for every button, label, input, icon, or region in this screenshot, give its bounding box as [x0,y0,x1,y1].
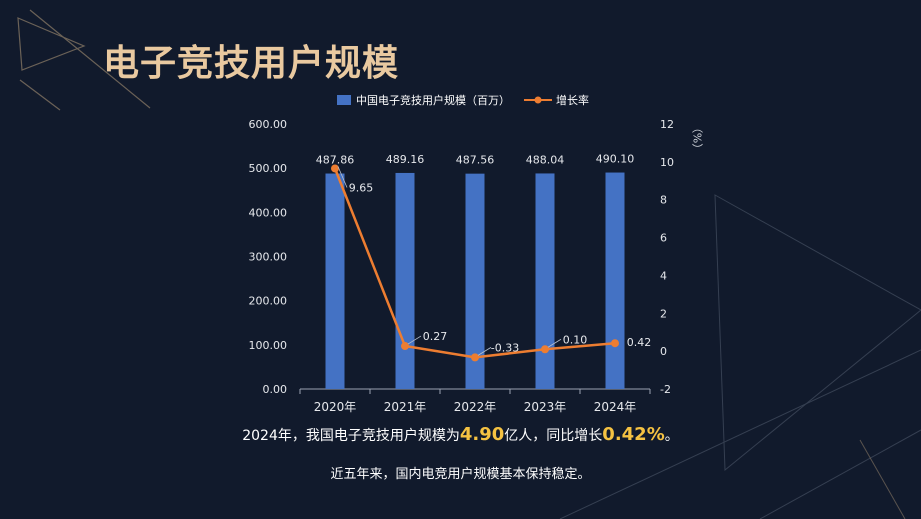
x-tick-label: 2023年 [524,400,567,414]
line-value-label: -0.33 [491,341,519,354]
x-tick-label: 2021年 [384,400,427,414]
line-label-leader [337,166,348,188]
line-value-label: 0.42 [627,336,652,349]
line-label-leader [407,335,422,345]
line-marker [331,164,339,173]
chart-axes: 2020年 2021年 2022年 2023年 2024年 0.00 100.00 200.0… [249,118,675,414]
x-tick-label: 2022年 [454,400,497,414]
y-right-tick-label: -2 [660,383,671,396]
y-left-tick-label: 0.00 [263,383,288,396]
line-marker [471,353,479,362]
bar-value-label: 490.10 [596,153,635,166]
line-label-leader [547,338,562,348]
x-tick-label: 2024年 [594,400,637,414]
bar-series [325,172,625,389]
line-marker [611,339,619,348]
y-left-tick-label: 200.00 [249,295,288,308]
line-value-label: 0.27 [423,330,448,343]
legend-bar-label: 中国电子竞技用户规模（百万） [356,93,510,107]
deco-line-5 [859,439,906,519]
deco-line-2 [19,79,61,111]
legend-line-marker [534,96,542,104]
y-left-tick-label: 100.00 [249,339,288,352]
bar [465,173,485,389]
deco-line-4 [759,429,921,519]
legend-line-label: 增长率 [556,93,589,107]
y-right-tick-label: 4 [660,269,667,282]
bar-value-label: 488.04 [526,153,565,166]
summary-highlight-growth: 0.42% [602,424,665,445]
y-left-tick-label: 400.00 [249,206,288,219]
y-right-tick-label: 8 [660,194,667,207]
line-label-leader [477,347,492,356]
line-series [331,164,619,362]
summary-highlight-users: 4.90 [459,424,505,445]
legend-bar-swatch [337,95,351,105]
bar [605,172,625,389]
y-right-tick-label: 0 [660,345,667,358]
deco-line-3 [559,349,921,519]
line-value-label: 0.10 [563,333,588,346]
y-left-tick-label: 300.00 [249,251,288,264]
line-marker [401,342,409,351]
data-labels: 487.86 489.16 487.56 488.04 490.10 9.65 0.27 -0… [316,153,652,356]
bar [395,172,415,389]
summary-mid: 亿人，同比增长 [504,428,603,444]
line-value-label: 9.65 [349,181,374,194]
summary-line-2: 近五年来，国内电竞用户规模基本保持稳定。 [330,467,591,482]
bar-value-label: 487.56 [456,154,495,167]
chart-legend: 中国电子竞技用户规模（百万） 增长率 [337,93,589,107]
deco-triangle-right [714,194,921,472]
right-axis-unit: （%） [691,122,704,154]
bar [325,173,345,389]
y-right-tick-label: 12 [660,118,674,131]
y-right-tick-label: 2 [660,307,667,320]
summary-suffix: 。 [664,428,679,444]
line-marker [541,345,549,354]
y-right-tick-label: 6 [660,232,667,245]
y-left-tick-label: 500.00 [249,162,288,175]
summary-text: 2024年，我国电子竞技用户规模为4.90亿人，同比增长0.42%。 [0,424,921,445]
page-title: 电子竞技用户规模 [103,43,400,84]
deco-triangle-top-left [17,17,86,71]
bar-value-label: 487.86 [316,154,355,167]
y-right-tick-label: 10 [660,156,674,169]
y-left-tick-label: 600.00 [249,118,288,131]
x-tick-label: 2020年 [314,400,357,414]
summary-prefix: 2024年，我国电子竞技用户规模为 [242,428,460,444]
bar [535,173,555,389]
deco-line-1 [29,9,151,109]
bar-value-label: 489.16 [386,153,425,166]
